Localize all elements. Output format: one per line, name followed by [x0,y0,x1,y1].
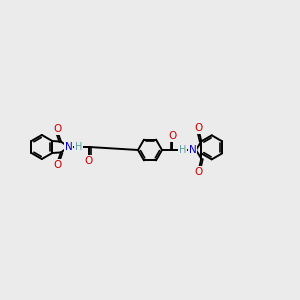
Text: N: N [64,142,72,152]
Text: O: O [195,123,203,134]
Text: H: H [179,145,186,155]
Text: O: O [84,155,92,166]
Text: O: O [53,124,61,134]
Text: H: H [75,142,82,152]
Text: N: N [189,145,196,155]
Text: O: O [53,160,61,170]
Text: O: O [169,131,177,142]
Text: O: O [195,167,203,177]
